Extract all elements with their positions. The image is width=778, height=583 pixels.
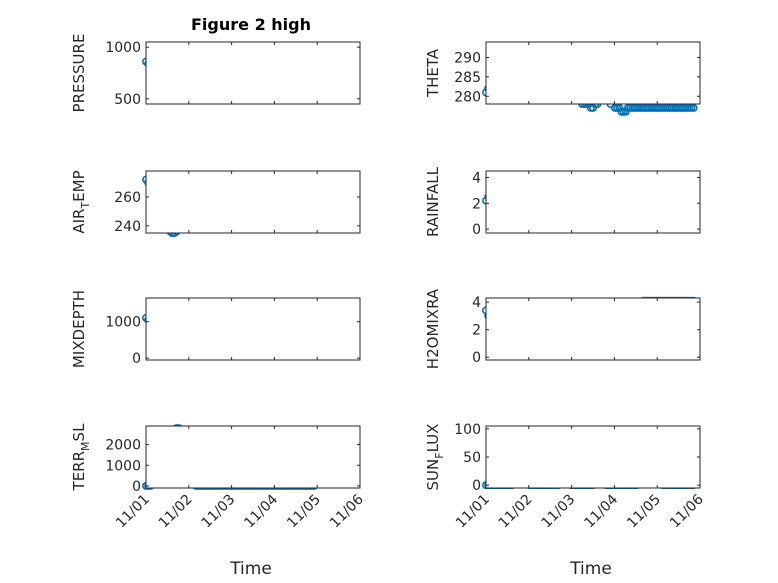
data-point-theta	[621, 107, 630, 116]
subplot-theta: 280 285 290 THETA	[424, 41, 701, 116]
subplot-mixdepth: 0 1000 MIXDEPTH	[70, 290, 361, 368]
y-axis-label-tail: EMP	[70, 170, 88, 201]
y-axis-label-subscript: F	[433, 452, 446, 458]
y-axis-label: H2OMIXRA	[424, 288, 442, 369]
subplot-pressure: 500 1000 PRESSURE	[70, 34, 361, 113]
axes-frame-sunflux	[485, 425, 701, 489]
y-tick-label: 2000	[105, 438, 141, 454]
y-axis-label-main: TERR	[70, 451, 88, 492]
y-axis-label-main: RAINFALL	[424, 166, 442, 237]
y-tick-label: 285	[454, 70, 481, 86]
y-axis-label: PRESSURE	[70, 34, 88, 113]
y-axis-label-main: THETA	[424, 48, 442, 98]
y-tick-label: 0	[472, 350, 481, 366]
y-axis-label: AIRTEMP	[70, 170, 92, 233]
y-tick-label: 260	[114, 190, 141, 206]
y-tick-label: 1000	[105, 458, 141, 474]
y-tick-label: 0	[132, 479, 141, 495]
y-tick-label: 0	[132, 351, 141, 367]
y-tick-label: 4	[472, 170, 481, 186]
data-point-theta	[615, 103, 624, 112]
y-axis-label: TERRMSL	[70, 423, 92, 492]
y-axis-label-main: SUN	[424, 459, 442, 491]
y-tick-label: 2	[472, 323, 481, 339]
y-axis-label-tail: SL	[70, 423, 88, 442]
x-axis-label: Time	[229, 559, 272, 579]
y-tick-label: 280	[454, 89, 481, 105]
axes-frame-pressure	[145, 41, 361, 105]
y-axis-label-main: PRESSURE	[70, 34, 88, 113]
y-tick-label: 500	[114, 92, 141, 108]
y-axis-label: RAINFALL	[424, 166, 442, 237]
y-axis-label: MIXDEPTH	[70, 290, 88, 368]
y-tick-label: 1000	[105, 40, 141, 56]
subplot-rainfall: 0 2 4 RAINFALL	[424, 166, 701, 238]
axes-frame-rainfall	[485, 170, 701, 234]
axes-frame-h2omixra	[485, 297, 701, 361]
subplot-h2omixra: 0 2 4 H2OMIXRA	[424, 288, 701, 369]
data-point-theta	[589, 103, 598, 112]
y-tick-label: 1000	[105, 315, 141, 331]
figure-title: Figure 2 high	[191, 15, 311, 34]
y-tick-label: 240	[114, 219, 141, 235]
y-axis-label: SUNFLUX	[424, 424, 446, 491]
y-tick-label: 50	[463, 450, 481, 466]
y-axis-label-tail: LUX	[424, 424, 442, 453]
y-axis-label-subscript: T	[79, 202, 92, 210]
y-tick-label: 0	[472, 478, 481, 494]
y-axis-label-main: AIR	[70, 209, 88, 234]
axes-frame-theta	[485, 41, 701, 105]
axes-frame-mixdepth	[145, 297, 361, 361]
y-axis-label-main: MIXDEPTH	[70, 290, 88, 368]
y-tick-label: 4	[472, 295, 481, 311]
x-axis-label: Time	[569, 559, 612, 579]
y-axis-label: THETA	[424, 48, 442, 98]
y-tick-label: 0	[472, 222, 481, 238]
y-axis-label-main: H2OMIXRA	[424, 288, 442, 369]
data-point-theta	[689, 103, 698, 112]
y-axis-label-subscript: M	[79, 441, 92, 451]
axes-frame-airtemp	[145, 170, 361, 234]
y-tick-label: 290	[454, 51, 481, 67]
axes-frame-terrmsl	[145, 425, 361, 489]
y-tick-label: 100	[454, 422, 481, 438]
subplot-airtemp: 240 260 AIRTEMP	[70, 170, 361, 238]
y-tick-label: 2	[472, 196, 481, 212]
